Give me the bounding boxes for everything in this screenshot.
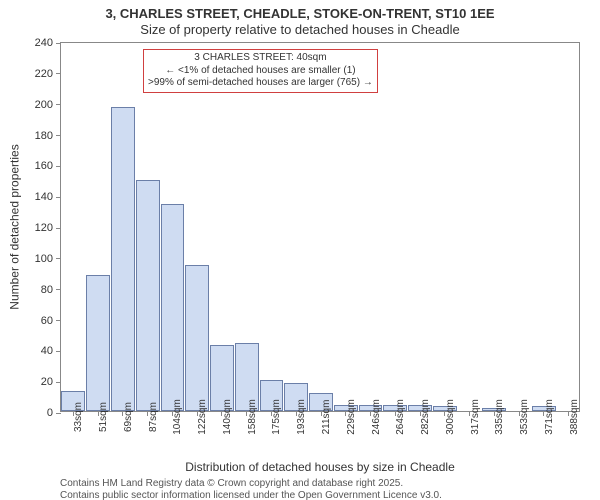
ytick-mark <box>56 73 61 74</box>
bars-layer <box>61 43 579 411</box>
chart-title-line2: Size of property relative to detached ho… <box>0 22 600 37</box>
ytick-mark <box>56 197 61 198</box>
ytick-label: 140 <box>35 191 53 203</box>
xtick-label: 300sqm <box>445 399 456 435</box>
annotation-box: 3 CHARLES STREET: 40sqm ← <1% of detache… <box>143 49 378 93</box>
y-axis-title-text: Number of detached properties <box>8 144 22 309</box>
histogram-bar <box>161 204 185 411</box>
ytick-label: 160 <box>35 160 53 172</box>
footer: Contains HM Land Registry data © Crown c… <box>60 478 580 500</box>
annotation-line3: >99% of semi-detached houses are larger … <box>148 77 373 90</box>
ytick-label: 100 <box>35 253 53 265</box>
ytick-mark <box>56 289 61 290</box>
x-axis-title: Distribution of detached houses by size … <box>60 460 580 474</box>
xtick-label: 175sqm <box>271 399 282 435</box>
ytick-mark <box>56 166 61 167</box>
ytick-mark <box>56 351 61 352</box>
footer-line1: Contains HM Land Registry data © Crown c… <box>60 478 580 490</box>
xtick-label: 246sqm <box>371 399 382 435</box>
annotation-line1: 3 CHARLES STREET: 40sqm <box>148 52 373 65</box>
xtick-label: 388sqm <box>569 399 580 435</box>
ytick-label: 240 <box>35 37 53 49</box>
y-axis-title: Number of detached properties <box>8 42 22 412</box>
xtick-label: 69sqm <box>123 402 134 432</box>
ytick-label: 60 <box>41 315 53 327</box>
xtick-label: 335sqm <box>494 399 505 435</box>
histogram-bar <box>86 275 110 411</box>
ytick-label: 0 <box>47 407 53 419</box>
xtick-label: 104sqm <box>172 399 183 435</box>
ytick-mark <box>56 104 61 105</box>
histogram-bar <box>111 107 135 411</box>
ytick-mark <box>56 228 61 229</box>
ytick-mark <box>56 320 61 321</box>
xtick-label: 317sqm <box>470 399 481 435</box>
xtick-label: 264sqm <box>395 399 406 435</box>
annotation-line2: ← <1% of detached houses are smaller (1) <box>148 65 373 78</box>
ytick-label: 220 <box>35 68 53 80</box>
ytick-mark <box>56 413 61 414</box>
ytick-label: 20 <box>41 376 53 388</box>
xtick-label: 158sqm <box>247 399 258 435</box>
ytick-label: 80 <box>41 284 53 296</box>
ytick-mark <box>56 258 61 259</box>
ytick-label: 200 <box>35 99 53 111</box>
chart-title-line1: 3, CHARLES STREET, CHEADLE, STOKE-ON-TRE… <box>0 6 600 21</box>
ytick-label: 180 <box>35 130 53 142</box>
xtick-label: 51sqm <box>98 402 109 432</box>
histogram-bar <box>136 180 160 411</box>
ytick-mark <box>56 382 61 383</box>
xtick-label: 122sqm <box>197 399 208 435</box>
chart-container: 3, CHARLES STREET, CHEADLE, STOKE-ON-TRE… <box>0 0 600 500</box>
footer-line2: Contains public sector information licen… <box>60 490 580 500</box>
ytick-label: 120 <box>35 222 53 234</box>
ytick-mark <box>56 135 61 136</box>
histogram-bar <box>185 265 209 411</box>
xtick-label: 371sqm <box>544 399 555 435</box>
ytick-mark <box>56 43 61 44</box>
plot-area: 3 CHARLES STREET: 40sqm ← <1% of detache… <box>60 42 580 412</box>
xtick-label: 282sqm <box>420 399 431 435</box>
xtick-label: 140sqm <box>222 399 233 435</box>
xtick-label: 87sqm <box>148 402 159 432</box>
ytick-label: 40 <box>41 345 53 357</box>
xtick-label: 33sqm <box>73 402 84 432</box>
xtick-label: 353sqm <box>519 399 530 435</box>
xtick-label: 211sqm <box>321 400 332 435</box>
xtick-label: 229sqm <box>346 399 357 435</box>
xtick-label: 193sqm <box>296 399 307 435</box>
